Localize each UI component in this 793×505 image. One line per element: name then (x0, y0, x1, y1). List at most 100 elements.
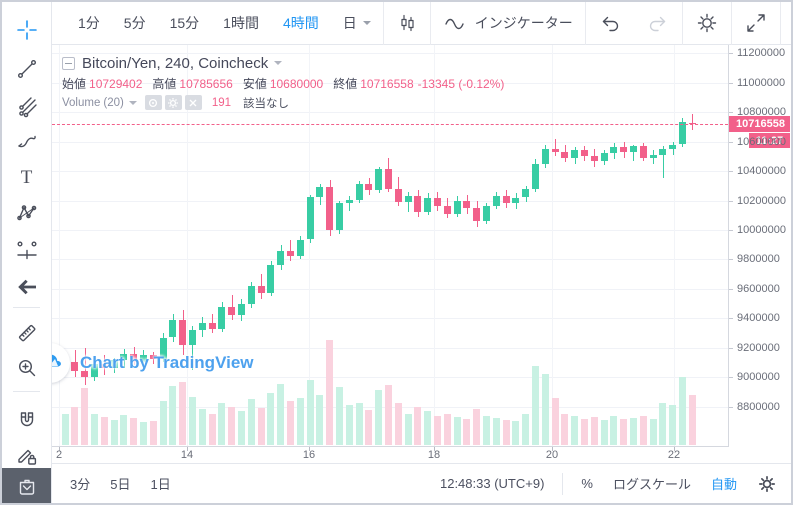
candle-body (561, 151, 569, 158)
trend-line-icon (17, 60, 36, 79)
brush-tool-button[interactable] (2, 124, 51, 158)
snapshot-button[interactable] (781, 2, 791, 45)
time-axis[interactable]: 2 14 16 18 20 22 (52, 447, 729, 463)
volume-bar (512, 420, 520, 445)
time-tick-label: 2 (55, 449, 63, 461)
volume-bar (571, 415, 579, 445)
toolbar-divider (429, 2, 431, 45)
chart-pane[interactable] (52, 45, 729, 447)
text-tool-button[interactable]: T (2, 160, 51, 194)
high-value: 10785656 (179, 76, 233, 91)
candle-body (531, 163, 539, 189)
price-tick (729, 82, 733, 84)
fullscreen-icon (747, 14, 765, 32)
grid-line (434, 45, 435, 446)
chevron-down-icon (128, 100, 137, 105)
price-tick (729, 141, 733, 143)
log-scale-button[interactable]: ログスケール (612, 477, 691, 492)
redo-button[interactable] (634, 2, 682, 45)
toolbar-divider (382, 2, 384, 45)
fullscreen-button[interactable] (732, 2, 780, 45)
interval-day-button[interactable]: 日 (331, 2, 383, 45)
clock-display[interactable]: 12:48:33 (UTC+9) (439, 476, 545, 491)
prediction-tool-button[interactable] (2, 233, 51, 267)
axis-settings-button[interactable] (747, 474, 791, 494)
zoom-in-tool-button[interactable] (2, 351, 51, 385)
volume-visibility-button[interactable] (144, 95, 162, 110)
price-tick-label: 9400000 (737, 312, 780, 325)
text-tool-icon: T (20, 166, 33, 188)
time-tick (674, 447, 675, 451)
trend-line-tool-button[interactable] (2, 52, 51, 86)
gear-icon (758, 475, 776, 492)
chart-style-button[interactable] (384, 2, 430, 45)
volume-bar (482, 415, 490, 445)
price-axis[interactable]: 10716558 11:27 11200000 11000000 10800000 1… (729, 45, 791, 447)
candle-body (81, 371, 89, 378)
candle-body (71, 361, 79, 372)
candle-body (100, 364, 108, 369)
price-tick (729, 259, 733, 261)
settings-button[interactable] (683, 2, 731, 45)
volume-settings-button[interactable] (164, 95, 182, 110)
candle-body (512, 197, 520, 204)
candle-body (522, 188, 530, 198)
volume-bar (492, 417, 500, 445)
auto-scale-button[interactable]: 自動 (710, 477, 737, 492)
interval-1min-button[interactable]: 1分 (78, 15, 100, 31)
collapse-legend-icon[interactable] (62, 56, 75, 70)
candlestick-style-icon (401, 14, 414, 32)
candle-body (492, 196, 500, 207)
toolbar-divider (13, 307, 40, 308)
crosshair-tool-button[interactable] (2, 13, 51, 47)
volume-bar (267, 392, 275, 445)
range-5day-button[interactable]: 5日 (110, 477, 131, 492)
drawing-lock-button[interactable] (2, 439, 51, 473)
price-tick-label: 8800000 (737, 400, 780, 413)
candle-body (179, 319, 187, 345)
xabcd-pattern-tool-button[interactable] (2, 196, 51, 230)
grid-line (309, 45, 310, 446)
volume-bar (257, 408, 265, 445)
candle-body (502, 196, 510, 204)
hide-toolbar-button[interactable] (2, 270, 51, 304)
grid-line (52, 141, 728, 143)
object-tree-button[interactable] (2, 468, 51, 503)
percent-scale-button[interactable]: % (581, 476, 593, 491)
volume-bar (394, 403, 402, 445)
volume-bar (326, 340, 334, 445)
candle-body (453, 200, 461, 214)
candle-body (306, 196, 314, 240)
interval-1hour-button[interactable]: 1時間 (223, 15, 259, 31)
candle-body (482, 206, 490, 222)
interval-15min-button[interactable]: 15分 (169, 15, 200, 31)
wave-icon (445, 18, 464, 30)
interval-5min-button[interactable]: 5分 (123, 15, 146, 31)
undo-button[interactable] (586, 2, 634, 45)
magnet-tool-button[interactable] (2, 404, 51, 438)
volume-bar (100, 416, 108, 445)
price-tick-label: 10400000 (737, 165, 786, 177)
volume-remove-button[interactable] (184, 95, 202, 110)
candle-body (639, 145, 647, 158)
volume-bar (218, 403, 226, 445)
volume-bar (139, 421, 147, 445)
symbol-title[interactable]: Bitcoin/Yen, 240, Coincheck (62, 52, 514, 74)
range-1day-button[interactable]: 1日 (150, 477, 171, 492)
candle-body (247, 285, 255, 304)
ruler-tool-button[interactable] (2, 316, 51, 350)
price-tick-label: 9800000 (737, 253, 780, 266)
interval-4hour-button[interactable]: 4時間 (282, 15, 319, 31)
grid-line (52, 377, 728, 379)
tradingview-attribution[interactable]: Chart by TradingView (30, 343, 254, 383)
candle-body (443, 206, 451, 214)
indicators-button[interactable]: インジケーター (431, 2, 585, 45)
range-3min-button[interactable]: 3分 (70, 477, 91, 492)
volume-bar (522, 413, 530, 445)
open-label: 始値 (62, 77, 87, 91)
volume-indicator-row: Volume (20) 191 該当なし (62, 93, 514, 112)
candle-body (384, 168, 392, 189)
price-tick-label: 10800000 (737, 106, 786, 118)
time-tick (309, 447, 310, 451)
gann-fib-tool-button[interactable] (2, 89, 51, 123)
